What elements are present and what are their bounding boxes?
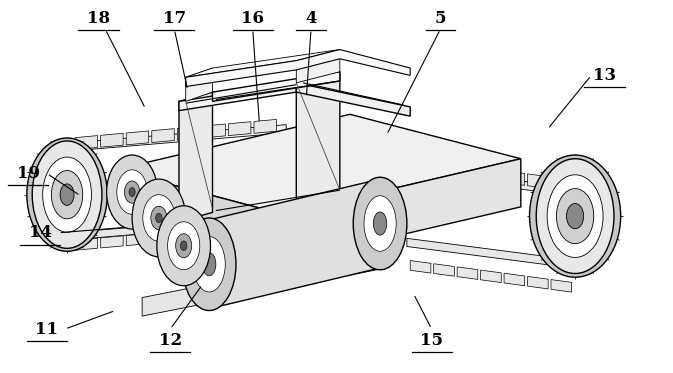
Polygon shape xyxy=(407,166,578,197)
Ellipse shape xyxy=(176,234,192,258)
Ellipse shape xyxy=(125,181,140,203)
Polygon shape xyxy=(186,50,411,87)
Polygon shape xyxy=(67,125,286,151)
Polygon shape xyxy=(186,50,340,77)
Ellipse shape xyxy=(42,157,92,232)
Text: 14: 14 xyxy=(29,224,52,241)
Polygon shape xyxy=(186,68,213,101)
Polygon shape xyxy=(203,226,225,239)
Polygon shape xyxy=(127,233,149,246)
Text: 18: 18 xyxy=(87,10,110,26)
Polygon shape xyxy=(411,158,431,173)
Polygon shape xyxy=(457,267,478,279)
Polygon shape xyxy=(457,164,478,179)
Polygon shape xyxy=(75,136,98,150)
Ellipse shape xyxy=(157,206,211,286)
Polygon shape xyxy=(177,126,200,140)
Ellipse shape xyxy=(193,236,225,292)
Ellipse shape xyxy=(143,195,175,241)
Ellipse shape xyxy=(530,155,621,277)
Text: 17: 17 xyxy=(163,10,186,26)
Polygon shape xyxy=(296,83,411,116)
Polygon shape xyxy=(433,264,454,276)
Ellipse shape xyxy=(374,212,387,235)
Ellipse shape xyxy=(180,241,187,251)
Ellipse shape xyxy=(51,170,83,219)
Polygon shape xyxy=(411,261,431,273)
Polygon shape xyxy=(296,50,340,83)
Ellipse shape xyxy=(117,170,147,214)
Polygon shape xyxy=(209,179,380,309)
Ellipse shape xyxy=(557,189,594,244)
Text: 16: 16 xyxy=(241,10,264,26)
Polygon shape xyxy=(152,231,174,243)
Polygon shape xyxy=(528,174,548,188)
Polygon shape xyxy=(433,161,454,176)
Ellipse shape xyxy=(182,218,236,311)
Polygon shape xyxy=(551,280,571,292)
Polygon shape xyxy=(115,114,521,214)
Polygon shape xyxy=(407,238,578,269)
Ellipse shape xyxy=(129,188,135,197)
Polygon shape xyxy=(283,159,521,262)
Polygon shape xyxy=(179,92,213,222)
Polygon shape xyxy=(254,119,277,133)
Polygon shape xyxy=(101,133,123,147)
Polygon shape xyxy=(481,167,501,182)
Polygon shape xyxy=(504,273,525,286)
Polygon shape xyxy=(203,124,225,138)
Polygon shape xyxy=(228,122,251,136)
Text: 15: 15 xyxy=(420,332,444,349)
Text: 13: 13 xyxy=(593,67,616,84)
Ellipse shape xyxy=(151,206,167,230)
Polygon shape xyxy=(296,72,340,201)
Ellipse shape xyxy=(353,177,407,270)
Text: 4: 4 xyxy=(306,10,317,26)
Ellipse shape xyxy=(32,141,102,248)
Ellipse shape xyxy=(547,175,603,257)
Ellipse shape xyxy=(106,155,157,229)
Text: 19: 19 xyxy=(17,165,40,182)
Text: 5: 5 xyxy=(435,10,446,26)
Polygon shape xyxy=(254,222,277,234)
Text: 12: 12 xyxy=(159,332,182,349)
Ellipse shape xyxy=(132,179,186,257)
Polygon shape xyxy=(67,214,286,240)
Polygon shape xyxy=(115,170,283,262)
Polygon shape xyxy=(75,238,98,250)
Ellipse shape xyxy=(60,184,74,206)
Polygon shape xyxy=(228,224,251,236)
Polygon shape xyxy=(101,236,123,248)
Polygon shape xyxy=(213,72,340,101)
Text: 11: 11 xyxy=(36,320,59,338)
Polygon shape xyxy=(177,229,200,241)
Ellipse shape xyxy=(27,138,107,251)
Ellipse shape xyxy=(536,159,614,273)
Ellipse shape xyxy=(567,204,583,229)
Polygon shape xyxy=(152,129,174,142)
Polygon shape xyxy=(528,276,548,289)
Ellipse shape xyxy=(155,213,162,223)
Ellipse shape xyxy=(364,196,396,251)
Ellipse shape xyxy=(168,222,200,270)
Polygon shape xyxy=(481,270,501,283)
Polygon shape xyxy=(127,131,149,145)
Polygon shape xyxy=(179,83,296,111)
Polygon shape xyxy=(142,251,377,316)
Ellipse shape xyxy=(203,253,216,276)
Polygon shape xyxy=(504,171,525,185)
Polygon shape xyxy=(551,177,571,192)
